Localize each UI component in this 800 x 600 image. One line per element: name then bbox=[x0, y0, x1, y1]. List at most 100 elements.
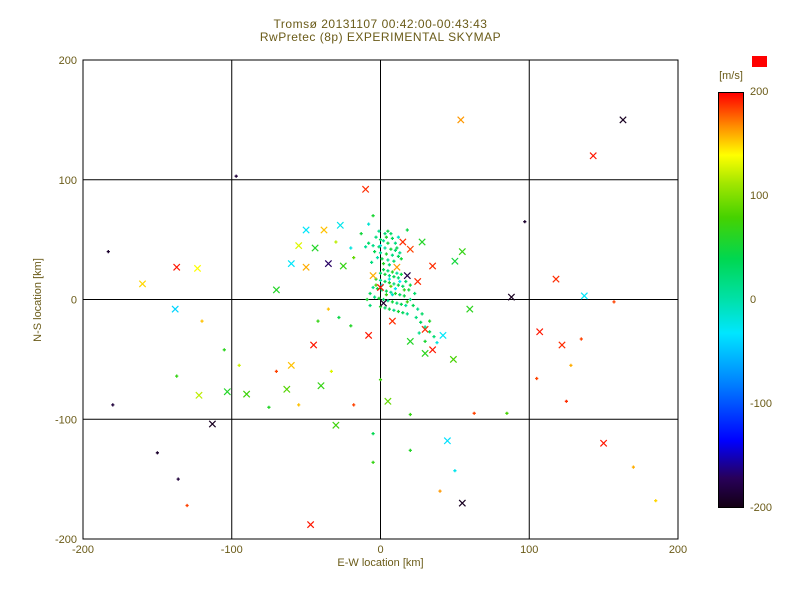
data-point bbox=[405, 228, 409, 232]
data-point bbox=[376, 283, 385, 292]
data-point bbox=[419, 320, 423, 324]
data-point bbox=[552, 275, 560, 283]
data-point bbox=[414, 277, 422, 286]
data-point bbox=[389, 290, 393, 294]
data-point bbox=[155, 451, 159, 455]
data-point bbox=[349, 246, 353, 250]
colorbar-tick-label: 200 bbox=[750, 86, 769, 98]
data-point bbox=[368, 291, 372, 296]
data-point bbox=[384, 397, 392, 405]
data-point bbox=[405, 300, 409, 304]
data-point bbox=[378, 238, 383, 242]
data-point bbox=[612, 300, 616, 304]
data-point bbox=[619, 116, 627, 124]
x-tick-label: 0 bbox=[377, 544, 383, 556]
data-point bbox=[359, 232, 363, 236]
x-tick-label: -100 bbox=[221, 544, 243, 556]
data-point bbox=[383, 306, 387, 310]
data-point bbox=[396, 283, 400, 287]
data-point bbox=[379, 299, 388, 307]
data-point bbox=[287, 361, 295, 370]
data-point bbox=[396, 309, 400, 314]
x-tick-label: 100 bbox=[520, 544, 538, 556]
data-point bbox=[418, 238, 426, 246]
data-point bbox=[392, 282, 396, 286]
colorbar-tick-label: -200 bbox=[750, 502, 773, 514]
data-point bbox=[558, 341, 566, 349]
data-point bbox=[466, 305, 474, 313]
data-point bbox=[401, 311, 405, 315]
data-point bbox=[373, 295, 377, 299]
data-point bbox=[171, 305, 179, 313]
data-point bbox=[404, 303, 408, 308]
data-point bbox=[384, 293, 388, 297]
data-point bbox=[398, 279, 402, 284]
data-point bbox=[443, 437, 452, 445]
data-point bbox=[428, 319, 432, 323]
data-point bbox=[297, 403, 301, 407]
data-point bbox=[377, 229, 381, 233]
data-point bbox=[535, 376, 539, 381]
data-point bbox=[389, 284, 393, 288]
data-point bbox=[393, 263, 401, 271]
data-point bbox=[234, 174, 238, 178]
data-point bbox=[381, 268, 386, 272]
data-point bbox=[387, 277, 391, 281]
data-point bbox=[138, 280, 147, 288]
data-point bbox=[392, 308, 396, 312]
data-point bbox=[458, 499, 466, 507]
data-point bbox=[407, 288, 411, 292]
data-point bbox=[390, 236, 394, 240]
data-point bbox=[439, 331, 447, 340]
data-point bbox=[378, 378, 383, 382]
data-point bbox=[408, 412, 412, 417]
data-point bbox=[523, 220, 527, 224]
data-point bbox=[371, 432, 375, 436]
data-point bbox=[386, 299, 390, 303]
data-point bbox=[384, 235, 388, 239]
data-point bbox=[176, 477, 180, 481]
data-point bbox=[458, 247, 466, 256]
data-point bbox=[302, 263, 310, 271]
data-point bbox=[396, 276, 400, 280]
data-point bbox=[368, 303, 372, 308]
data-point bbox=[390, 300, 394, 304]
data-point bbox=[654, 499, 658, 503]
data-point bbox=[420, 312, 424, 316]
data-point bbox=[405, 312, 409, 316]
data-point bbox=[320, 226, 328, 234]
data-point bbox=[399, 238, 407, 246]
colorbar-tick-label: 100 bbox=[750, 190, 769, 202]
data-point bbox=[398, 251, 402, 255]
data-point bbox=[438, 489, 442, 493]
data-point bbox=[326, 307, 330, 311]
data-point bbox=[208, 420, 217, 428]
data-point bbox=[378, 271, 383, 275]
data-point bbox=[416, 307, 420, 311]
data-point bbox=[399, 257, 403, 261]
figure-title: Tromsø 20131107 00:42:00-00:43:43 bbox=[273, 17, 488, 31]
y-axis-label: N-S location [km] bbox=[32, 258, 44, 342]
data-point bbox=[381, 239, 386, 243]
data-point bbox=[316, 319, 320, 323]
data-point bbox=[403, 271, 411, 280]
y-tick-label: 200 bbox=[59, 55, 77, 67]
colorbar-unit-label: [m/s] bbox=[719, 70, 743, 82]
data-point bbox=[393, 291, 397, 296]
data-point bbox=[396, 235, 400, 239]
data-point bbox=[237, 363, 241, 367]
data-point bbox=[421, 325, 429, 334]
data-point bbox=[173, 263, 181, 271]
data-point bbox=[386, 258, 390, 262]
data-point bbox=[287, 259, 295, 268]
data-point bbox=[384, 252, 388, 256]
data-point bbox=[364, 245, 368, 249]
data-point bbox=[175, 374, 179, 378]
data-point bbox=[352, 403, 356, 407]
data-point bbox=[428, 262, 437, 270]
data-point bbox=[398, 293, 402, 297]
data-point bbox=[428, 330, 432, 334]
data-point bbox=[272, 286, 281, 294]
data-point bbox=[378, 244, 383, 248]
